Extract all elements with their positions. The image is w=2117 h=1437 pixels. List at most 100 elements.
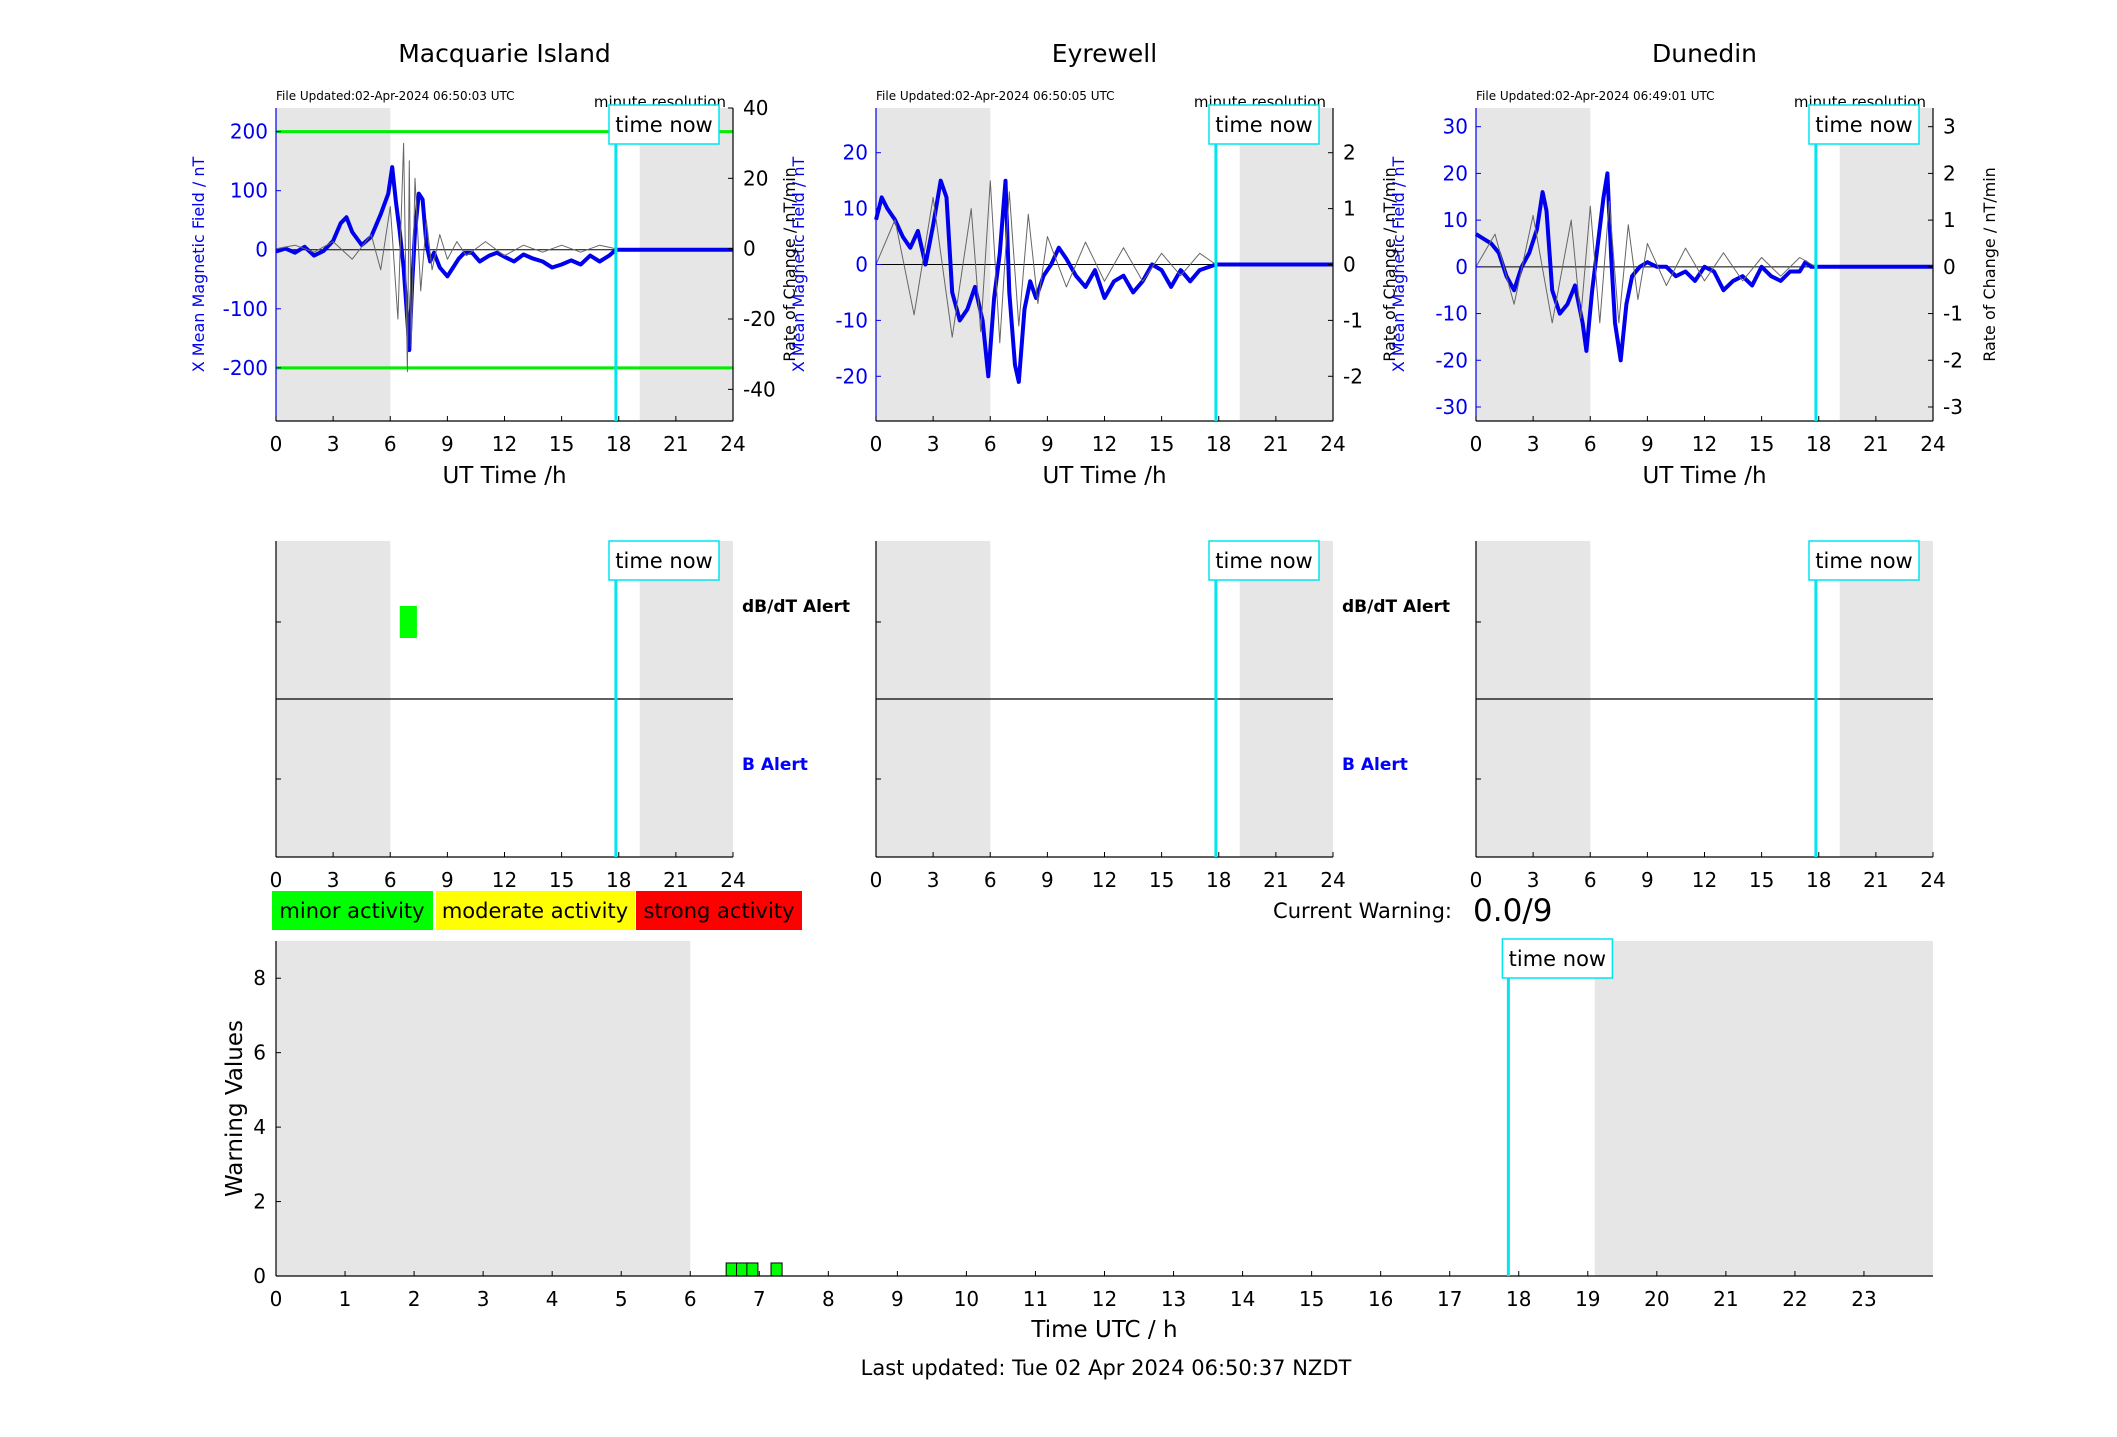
station-2-left-tick-label: 0: [1455, 255, 1468, 279]
legend-strong-swatch: [636, 891, 802, 930]
warning-x-tick-label: 12: [1092, 1287, 1117, 1311]
station-2-title: Dunedin: [1652, 39, 1757, 68]
station-0-alert-x-tick-label: 12: [492, 868, 517, 892]
station-2-x-tick-label: 0: [1470, 432, 1483, 456]
station-0-left-tick-label: -100: [223, 297, 268, 321]
station-1-x-tick-label: 12: [1092, 432, 1117, 456]
station-0-field-time-now-label: time now: [615, 113, 712, 137]
legend-strong-label: strong activity: [644, 899, 795, 923]
warning-x-tick-label: 23: [1851, 1287, 1876, 1311]
warning-x-tick-label: 20: [1644, 1287, 1669, 1311]
station-2-field-time-now-label: time now: [1815, 113, 1912, 137]
station-1-x-tick-label: 0: [870, 432, 883, 456]
station-0-alert-x-tick-label: 15: [549, 868, 574, 892]
warning-x-tick-label: 17: [1437, 1287, 1462, 1311]
legend-minor-label: minor activity: [279, 899, 424, 923]
station-2-alert-panel: 0 3 6 9 12 15 18 21 24 time now: [1470, 540, 1946, 892]
station-2-x-tick-label: 12: [1692, 432, 1717, 456]
warning-bar: [746, 1262, 759, 1277]
station-1-x-tick-label: 24: [1320, 432, 1345, 456]
station-2-alert-time-now-box: [1808, 540, 1920, 581]
warning-shade-1: [1594, 941, 1933, 1276]
station-2-alert-x-tick-label: 15: [1749, 868, 1774, 892]
station-1-alert-time-now-label: time now: [1215, 549, 1312, 573]
warning-x-tick-label: 6: [684, 1287, 697, 1311]
station-0-x-tick-label: 18: [606, 432, 631, 456]
station-0-field-shade-0: [276, 108, 391, 421]
station-1-alert-x-tick-label: 0: [870, 868, 883, 892]
current-warning: Current Warning: 0.0/9: [1273, 893, 1552, 929]
station-1-b-alert-label: B Alert: [1342, 755, 1408, 775]
station-2-rate-of-change-series: [1475, 200, 1817, 324]
station-0-left-tick-label: 200: [230, 120, 268, 144]
warning-x-tick-label: 0: [270, 1287, 283, 1311]
station-0-b-alert-label: B Alert: [742, 755, 808, 775]
station-0-x-tick-label: 21: [663, 432, 688, 456]
warning-x-tick-label: 21: [1713, 1287, 1738, 1311]
station-1-right-tick-label: -2: [1343, 364, 1363, 388]
station-0-alert-x-tick-label: 0: [270, 868, 283, 892]
station-1-field-time-now-box: [1208, 104, 1320, 145]
station-1-right-tick-label: 1: [1343, 197, 1356, 221]
station-2-left-tick-label: 20: [1443, 161, 1468, 185]
warning-x-tick-label: 4: [546, 1287, 559, 1311]
station-0-field-panel: Macquarie Island File Updated:02-Apr-2024…: [189, 39, 799, 489]
station-0-right-tick-label: 20: [743, 166, 768, 190]
station-2-field-panel: Dunedin File Updated:02-Apr-2024 06:49:01…: [1389, 39, 1999, 489]
station-0-left-axis-label: X Mean Magnetic Field / nT: [189, 157, 208, 373]
station-1-alert-panel: 0 3 6 9 12 15 18 21 24 dB/dT Alert B Alert time now: [870, 540, 1450, 892]
warning-x-tick-label: 18: [1506, 1287, 1531, 1311]
station-1-x-tick-label: 9: [1041, 432, 1054, 456]
station-2-right-tick-label: -1: [1943, 302, 1963, 326]
station-1-alert-x-tick-label: 15: [1149, 868, 1174, 892]
station-0-file-updated: File Updated:02-Apr-2024 06:50:03 UTC: [276, 89, 515, 103]
station-2-alert-x-tick-label: 9: [1641, 868, 1654, 892]
station-0-alert-x-tick-label: 18: [606, 868, 631, 892]
station-1-alert-x-tick-label: 21: [1263, 868, 1288, 892]
station-0-left-tick-label: 100: [230, 179, 268, 203]
station-1-x-tick-label: 18: [1206, 432, 1231, 456]
station-1-x-tick-label: 15: [1149, 432, 1174, 456]
station-0-x-tick-label: 12: [492, 432, 517, 456]
station-2-left-tick-label: 30: [1443, 115, 1468, 139]
warning-x-tick-label: 3: [477, 1287, 490, 1311]
warning-bar: [725, 1262, 738, 1277]
station-0-right-tick-label: 40: [743, 96, 768, 120]
station-1-right-axis-label: Rate of Change / nT/min: [1380, 167, 1399, 362]
station-1-right-tick-label: 2: [1343, 141, 1356, 165]
station-2-x-tick-label: 3: [1527, 432, 1540, 456]
station-0-dbdt-alert-mark: [399, 606, 417, 638]
station-2-x-tick-label: 6: [1584, 432, 1597, 456]
warning-time-now-box: [1501, 938, 1614, 979]
station-1-title: Eyrewell: [1052, 39, 1157, 68]
warning-x-tick-label: 5: [615, 1287, 628, 1311]
warning-x-tick-label: 11: [1023, 1287, 1048, 1311]
station-2-left-tick-label: -30: [1435, 395, 1468, 419]
station-0-x-tick-label: 6: [384, 432, 397, 456]
warning-shade-0: [276, 941, 691, 1276]
station-0-alert-x-tick-label: 3: [327, 868, 340, 892]
station-1-field-time-now-label: time now: [1215, 113, 1312, 137]
station-1-x-axis-label: UT Time /h: [1042, 463, 1166, 489]
station-0-alert-time-now-label: time now: [615, 549, 712, 573]
warning-x-tick-label: 19: [1575, 1287, 1600, 1311]
warning-x-tick-label: 13: [1161, 1287, 1186, 1311]
station-1-x-tick-label: 21: [1263, 432, 1288, 456]
station-0-right-axis-label: Rate of Change / nT/min: [780, 167, 799, 362]
station-1-alert-x-tick-label: 6: [984, 868, 997, 892]
station-0-x-tick-label: 3: [327, 432, 340, 456]
warning-y-tick-label: 4: [253, 1115, 266, 1139]
station-1-x-tick-label: 3: [927, 432, 940, 456]
warning-bar: [770, 1262, 783, 1277]
station-1-right-tick-label: 0: [1343, 253, 1356, 277]
station-1-x-tick-label: 6: [984, 432, 997, 456]
station-1-left-tick-label: -20: [835, 364, 868, 388]
station-0-left-tick-label: 0: [255, 238, 268, 262]
station-2-right-tick-label: -2: [1943, 348, 1963, 372]
station-2-left-tick-label: -10: [1435, 302, 1468, 326]
legend-moderate-label: moderate activity: [442, 899, 628, 923]
station-0-field-shade-1: [639, 108, 733, 421]
station-0-alert-x-tick-label: 9: [441, 868, 454, 892]
